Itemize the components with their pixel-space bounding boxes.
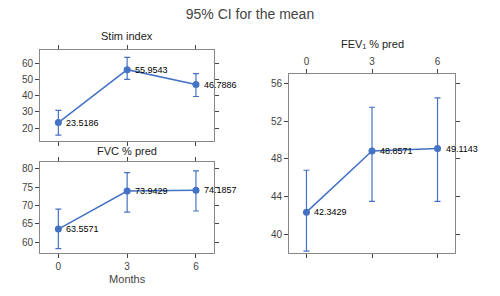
svg-text:44: 44 [271, 191, 283, 202]
svg-text:60: 60 [22, 58, 34, 69]
svg-text:20: 20 [22, 123, 34, 134]
svg-text:6: 6 [435, 56, 441, 67]
svg-text:63.5571: 63.5571 [66, 224, 99, 234]
svg-text:3: 3 [369, 56, 375, 67]
svg-text:23.5186: 23.5186 [66, 118, 99, 128]
svg-text:55.9543: 55.9543 [135, 65, 168, 75]
svg-text:95% CI for the mean: 95% CI for the mean [186, 6, 314, 22]
svg-text:Stim index: Stim index [101, 30, 153, 42]
svg-text:42.3429: 42.3429 [314, 207, 347, 217]
svg-text:40: 40 [22, 90, 34, 101]
svg-text:40: 40 [271, 229, 283, 240]
svg-text:FEV₁ % pred: FEV₁ % pred [341, 38, 404, 50]
svg-text:0: 0 [304, 56, 310, 67]
svg-text:FVC % pred: FVC % pred [97, 145, 157, 157]
svg-text:50: 50 [22, 74, 34, 85]
svg-text:48.8571: 48.8571 [380, 146, 413, 156]
svg-text:30: 30 [22, 106, 34, 117]
svg-text:60: 60 [22, 237, 34, 248]
svg-text:80: 80 [22, 163, 34, 174]
svg-text:70: 70 [22, 200, 34, 211]
svg-text:6: 6 [193, 261, 199, 272]
svg-text:3: 3 [124, 261, 130, 272]
svg-text:0: 0 [56, 261, 62, 272]
svg-text:49.1143: 49.1143 [446, 144, 478, 154]
svg-text:56: 56 [271, 78, 283, 89]
svg-text:75: 75 [22, 182, 34, 193]
svg-text:74.1857: 74.1857 [204, 185, 237, 195]
svg-text:65: 65 [22, 218, 34, 229]
svg-text:Months: Months [109, 273, 146, 285]
svg-text:73.9429: 73.9429 [135, 186, 168, 196]
svg-text:52: 52 [271, 116, 283, 127]
svg-text:48: 48 [271, 153, 283, 164]
svg-text:46.7886: 46.7886 [204, 80, 237, 90]
